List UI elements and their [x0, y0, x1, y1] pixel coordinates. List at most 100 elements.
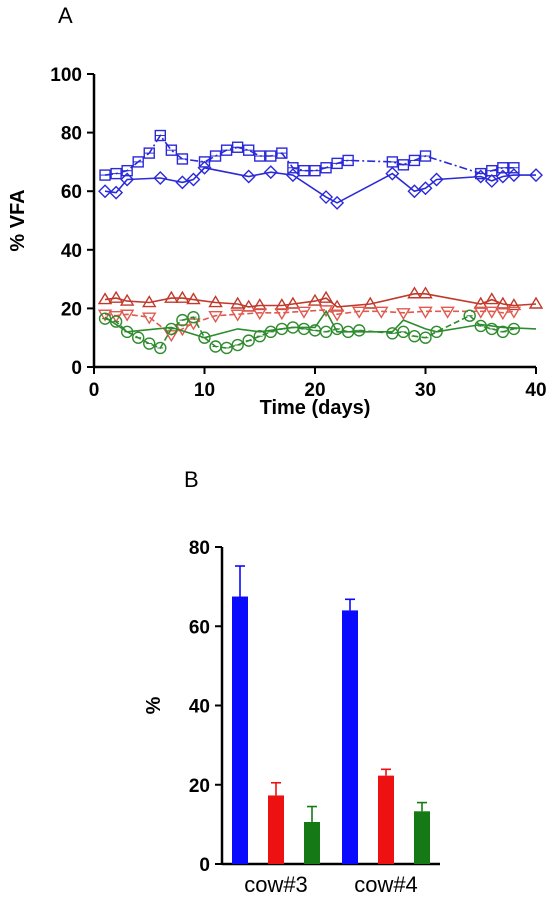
x-tick-label: 20	[304, 380, 325, 401]
data-point	[98, 184, 113, 199]
data-point	[495, 296, 511, 309]
data-point	[318, 305, 334, 318]
data-point	[285, 296, 301, 309]
data-point	[319, 190, 334, 205]
data-point	[484, 306, 500, 319]
data-point	[230, 309, 245, 322]
data-point	[131, 331, 145, 344]
data-point	[175, 290, 190, 303]
data-point	[97, 292, 113, 305]
bar	[304, 821, 320, 864]
data-point	[506, 298, 522, 311]
data-point	[484, 292, 500, 305]
data-point	[176, 313, 189, 327]
data-point	[153, 171, 168, 186]
data-point	[242, 334, 255, 347]
data-point	[119, 293, 135, 306]
data-point	[98, 312, 112, 325]
data-point	[197, 160, 212, 175]
data-point	[330, 322, 344, 336]
data-point	[97, 309, 113, 322]
data-point	[109, 185, 124, 200]
data-point	[330, 195, 345, 210]
data-point	[307, 293, 323, 306]
data-point	[154, 341, 167, 355]
data-point	[274, 308, 290, 321]
data-point	[407, 286, 422, 299]
data-point	[496, 325, 510, 339]
data-point	[529, 168, 543, 183]
data-point	[463, 309, 476, 322]
data-point	[108, 290, 124, 303]
data-point	[187, 310, 200, 324]
y-tick-label: 0	[71, 358, 82, 379]
bar	[342, 610, 358, 864]
x-tick-label: 40	[525, 380, 546, 401]
bar-chart-percent: 0 20 40 60 80 cow#3 cow#4 %	[143, 538, 440, 897]
x-tick-label: 0	[89, 380, 100, 401]
data-point	[285, 168, 300, 183]
y-tick-label-b: 0	[199, 855, 210, 876]
data-point	[164, 330, 179, 343]
y-tick-label: 40	[61, 241, 82, 262]
data-point	[142, 295, 157, 308]
data-point	[231, 338, 244, 352]
data-point	[485, 322, 498, 336]
category-label: cow#4	[354, 872, 418, 897]
data-point	[241, 299, 256, 312]
data-point	[318, 290, 334, 303]
x-axis-title: Time (days)	[260, 397, 371, 419]
panel-b-label: B	[184, 467, 199, 492]
data-point	[495, 308, 511, 321]
line-chart-vfa: 0 20 40 60 80 100 0 10 20 30 40 Time (days) % VFA	[7, 65, 547, 419]
data-point	[119, 309, 135, 322]
bar	[378, 775, 394, 864]
data-point	[230, 296, 245, 309]
data-point	[252, 308, 267, 321]
data-point	[429, 172, 444, 187]
data-point	[296, 306, 312, 319]
data-point	[252, 298, 267, 311]
data-point	[484, 173, 499, 188]
series-line	[104, 314, 515, 350]
data-point	[396, 308, 411, 321]
data-point	[142, 312, 157, 325]
y-tick-label-b: 20	[189, 776, 210, 797]
data-point	[220, 341, 233, 355]
data-point	[495, 169, 510, 184]
data-point	[198, 331, 211, 344]
y-tick-label: 80	[61, 124, 82, 145]
data-point	[418, 181, 433, 196]
data-point	[186, 292, 201, 305]
data-point	[419, 331, 432, 344]
data-point	[506, 168, 521, 183]
data-point	[164, 290, 179, 303]
y-axis-title: % VFA	[7, 189, 29, 251]
data-point	[407, 184, 422, 199]
data-point	[175, 175, 190, 190]
data-point	[253, 330, 266, 343]
data-point	[319, 325, 333, 339]
data-point	[329, 309, 345, 322]
data-point	[374, 306, 389, 319]
data-point	[473, 306, 488, 319]
data-point	[208, 295, 223, 308]
y-tick-label-b: 60	[189, 617, 210, 638]
data-point	[353, 324, 366, 337]
data-point	[263, 165, 278, 180]
y-axis-title-b: %	[143, 696, 165, 714]
data-point	[418, 286, 433, 299]
series-line	[104, 309, 537, 339]
bar	[414, 811, 430, 864]
data-point	[208, 311, 223, 324]
y-tick-label-b: 80	[189, 538, 210, 559]
y-tick-label: 100	[50, 65, 82, 86]
bar	[268, 795, 284, 864]
data-point	[363, 296, 378, 309]
x-tick-label: 30	[415, 380, 436, 401]
data-point	[241, 169, 256, 184]
panel-a-label: A	[58, 3, 73, 28]
data-point	[440, 306, 455, 319]
data-point	[186, 172, 201, 187]
